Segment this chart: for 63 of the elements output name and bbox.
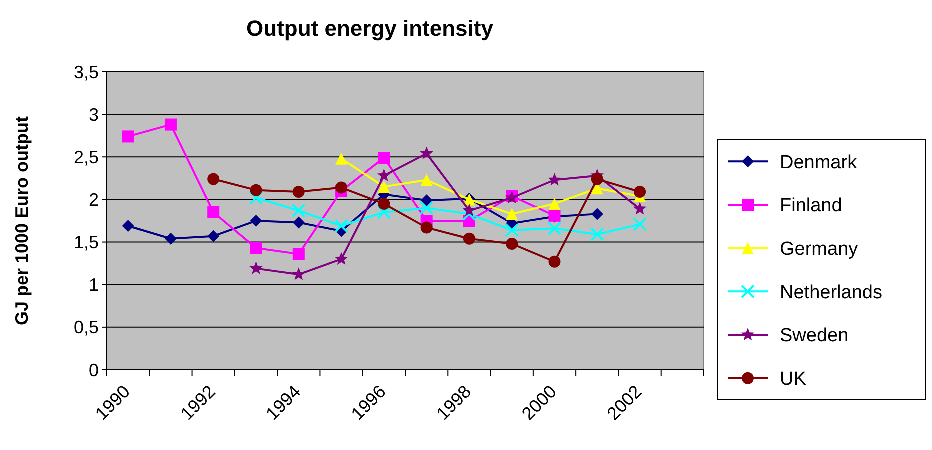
point — [591, 173, 604, 186]
point — [634, 186, 646, 198]
y-tick-label: 1,5 — [74, 232, 99, 253]
y-tick-label: 3,5 — [74, 62, 99, 82]
y-tick-label: 3 — [88, 104, 99, 125]
point — [336, 182, 348, 194]
point — [505, 223, 520, 238]
point — [548, 198, 561, 210]
point — [633, 217, 648, 232]
point — [292, 248, 305, 260]
y-tick-label: 0 — [88, 360, 99, 380]
point — [292, 216, 305, 229]
chart-title: Output energy intensity — [246, 16, 494, 41]
point — [590, 228, 604, 242]
point — [250, 184, 262, 196]
point — [164, 118, 177, 131]
point — [548, 256, 561, 268]
point — [378, 198, 390, 210]
point — [292, 186, 305, 198]
legend-label: Sweden — [780, 326, 849, 347]
point — [208, 173, 220, 186]
point — [122, 220, 134, 232]
y-tick-label: 1 — [88, 275, 99, 296]
point — [208, 230, 220, 242]
legend-label: Netherlands — [780, 282, 882, 304]
point — [548, 222, 562, 236]
point — [250, 242, 262, 254]
point — [378, 180, 390, 193]
point — [334, 252, 348, 265]
y-tick-label: 2,5 — [74, 147, 99, 168]
y-tick-label: 0,5 — [74, 318, 99, 338]
point — [377, 205, 392, 220]
point — [292, 204, 306, 218]
legend-label: UK — [780, 368, 807, 390]
point — [122, 130, 134, 143]
point — [462, 204, 476, 216]
point — [378, 168, 391, 182]
y-tick-label: 2 — [88, 190, 99, 210]
point — [506, 208, 518, 220]
point — [249, 191, 264, 206]
point — [420, 201, 434, 216]
point — [548, 173, 562, 186]
point — [334, 219, 349, 234]
point — [591, 208, 604, 220]
y-axis-title: GJ per 1000 Euro output — [12, 116, 32, 326]
point — [506, 238, 518, 250]
point — [250, 215, 262, 227]
legend-label: Finland — [780, 196, 842, 217]
point — [164, 232, 177, 245]
point — [420, 146, 434, 160]
point — [336, 152, 348, 165]
point — [462, 207, 476, 222]
point — [633, 202, 647, 215]
point — [250, 262, 263, 274]
legend-label: Germany — [780, 238, 859, 260]
point — [463, 232, 476, 245]
legend-label: Denmark — [780, 152, 858, 174]
point — [292, 268, 306, 280]
point — [420, 194, 433, 207]
point — [420, 174, 433, 186]
point — [208, 206, 220, 218]
point — [420, 222, 433, 234]
point — [378, 152, 390, 164]
